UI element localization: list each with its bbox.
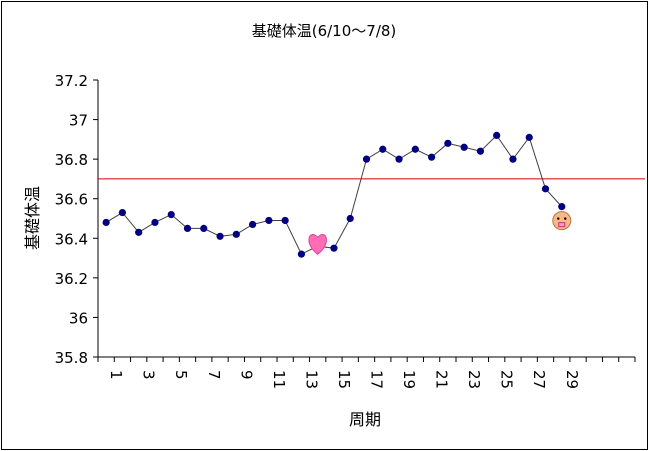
data-point (362, 155, 371, 163)
y-tick-label: 36.6 (55, 191, 88, 209)
x-tick-label: 19 (400, 370, 418, 389)
data-point (281, 216, 289, 225)
baby-eye (564, 217, 567, 220)
data-point (427, 153, 436, 161)
x-tick-label: 3 (140, 370, 158, 380)
data-point (200, 224, 208, 232)
data-point (411, 145, 419, 153)
series-line (105, 134, 563, 255)
data-point (135, 228, 143, 236)
x-tick-label: 5 (172, 370, 190, 380)
data-point (558, 203, 566, 211)
x-tick-label: 13 (302, 370, 320, 389)
x-tick-label: 21 (433, 370, 451, 389)
data-point (102, 218, 110, 227)
data-point (444, 139, 452, 147)
y-tick-label: 35.8 (55, 349, 88, 367)
data-point (541, 185, 550, 193)
x-tick-label: 25 (498, 370, 516, 389)
y-tick-label: 36 (69, 309, 88, 327)
baby-eye (557, 217, 560, 220)
data-point (493, 131, 501, 139)
x-tick-label: 9 (237, 370, 255, 380)
data-point (265, 216, 273, 225)
y-tick-label: 36.2 (55, 270, 88, 288)
data-point (118, 208, 127, 217)
x-tick-label: 11 (270, 370, 288, 389)
data-point (167, 210, 175, 219)
y-tick-label: 37.2 (55, 72, 88, 90)
data-point (151, 218, 159, 227)
data-point (346, 214, 354, 223)
data-point (216, 232, 224, 240)
data-point (232, 230, 240, 238)
x-tick-label: 7 (205, 370, 223, 380)
data-point (525, 133, 533, 141)
x-tick-label: 29 (563, 370, 581, 389)
data-point (183, 224, 192, 232)
y-tick-label: 36.4 (55, 230, 88, 248)
y-tick-label: 37 (69, 112, 88, 130)
x-tick-label: 15 (335, 370, 353, 389)
data-point (330, 244, 338, 252)
data-point (379, 145, 387, 153)
x-tick-label: 23 (465, 370, 483, 389)
x-tick-label: 17 (368, 370, 386, 389)
x-tick-label: 27 (530, 370, 548, 389)
data-point (395, 155, 403, 163)
x-tick-label: 1 (107, 370, 125, 380)
baby-face-icon (552, 211, 572, 231)
data-point (509, 155, 517, 163)
y-tick-label: 36.8 (55, 151, 88, 169)
data-point (248, 220, 257, 229)
data-point (476, 147, 485, 155)
data-point (297, 250, 306, 258)
baby-mouth (558, 222, 566, 228)
chart-title: 基礎体温(6/10～7/8) (252, 22, 397, 40)
x-axis-label: 周期 (349, 410, 381, 429)
heart-icon (308, 234, 327, 255)
data-point (460, 143, 468, 151)
y-axis-label: 基礎体温 (23, 186, 42, 250)
